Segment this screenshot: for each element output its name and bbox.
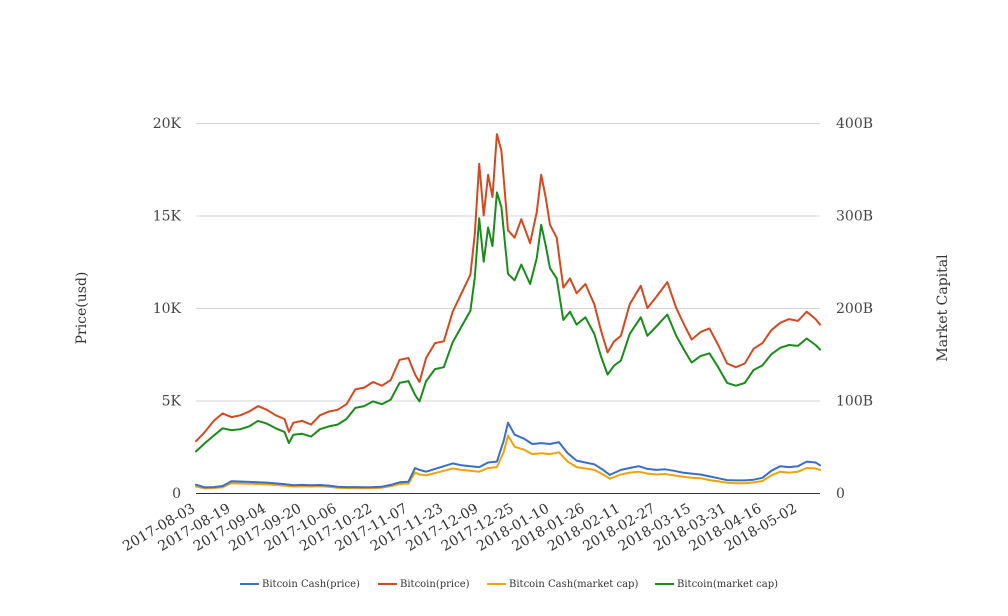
- legend-item: Bitcoin(price): [378, 579, 470, 590]
- legend-item: Bitcoin Cash(price): [240, 579, 360, 590]
- legend-label: Bitcoin Cash(price): [262, 579, 360, 590]
- legend-label: Bitcoin(market cap): [677, 579, 778, 590]
- legend-label: Bitcoin(price): [400, 579, 470, 590]
- right-tick-label: 100B: [836, 394, 873, 410]
- left-tick-label: 15K: [153, 209, 182, 225]
- right-tick-label: 0: [836, 486, 845, 502]
- gridlines: [196, 123, 820, 402]
- series-line: [195, 133, 821, 443]
- series-line: [195, 191, 821, 453]
- left-tick-label: 0: [172, 486, 181, 502]
- left-tick-label: 5K: [162, 394, 182, 410]
- series-line: [195, 434, 821, 490]
- legend: Bitcoin Cash(price) Bitcoin(price) Bitcoin…: [240, 579, 778, 590]
- series-lines: [195, 133, 821, 490]
- left-tick-label: 10K: [153, 301, 182, 317]
- left-tick-label: 20K: [153, 116, 182, 132]
- legend-label: Bitcoin Cash(market cap): [509, 579, 638, 590]
- series-line: [195, 421, 821, 489]
- left-axis-title: Price(usd): [74, 272, 90, 345]
- right-tick-label: 300B: [836, 209, 873, 225]
- legend-item: Bitcoin(market cap): [655, 579, 778, 590]
- right-tick-label: 200B: [836, 301, 873, 317]
- right-axis-title: Market Capital: [935, 254, 951, 362]
- right-tick-label: 400B: [836, 116, 873, 132]
- legend-item: Bitcoin Cash(market cap): [487, 579, 638, 590]
